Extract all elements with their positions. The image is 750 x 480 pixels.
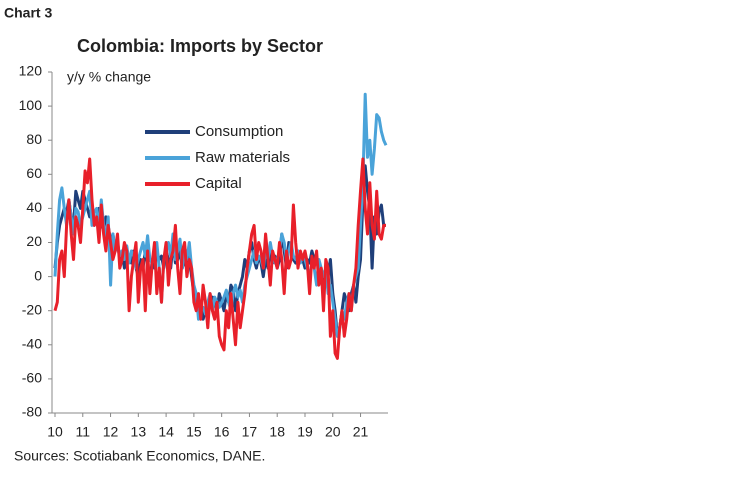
legend-label: Capital xyxy=(195,175,242,192)
y-tick-label: 20 xyxy=(26,233,42,249)
x-tick-label: 11 xyxy=(76,424,91,440)
x-tick-label: 20 xyxy=(325,424,341,440)
y-tick-label: -40 xyxy=(22,336,42,352)
x-tick-label: 10 xyxy=(47,424,63,440)
x-tick-label: 14 xyxy=(158,424,174,440)
x-tick-label: 12 xyxy=(103,424,119,440)
y-tick-label: -80 xyxy=(22,404,42,420)
y-tick-label: -60 xyxy=(22,370,42,386)
x-tick-label: 16 xyxy=(214,424,230,440)
x-tick-label: 15 xyxy=(186,424,202,440)
y-tick-label: 0 xyxy=(34,267,42,283)
y-tick-label: 40 xyxy=(26,199,42,215)
legend-label: Consumption xyxy=(195,123,283,140)
legend-label: Raw materials xyxy=(195,149,290,166)
x-tick-label: 18 xyxy=(269,424,285,440)
series-line xyxy=(53,157,386,360)
y-tick-label: 60 xyxy=(26,165,42,181)
x-tick-label: 21 xyxy=(353,424,369,440)
chart-title: Colombia: Imports by Sector xyxy=(77,36,323,56)
x-tick-label: 13 xyxy=(131,424,147,440)
x-tick-label: 19 xyxy=(297,424,313,440)
y-axis-label: y/y % change xyxy=(67,69,151,85)
x-tick-label: 17 xyxy=(242,424,258,440)
y-tick-label: 120 xyxy=(19,63,43,79)
y-tick-label: -20 xyxy=(22,301,42,317)
chart-label: Chart 3 xyxy=(4,5,52,21)
y-tick-label: 100 xyxy=(19,97,43,113)
y-tick-label: 80 xyxy=(26,131,42,147)
series-line xyxy=(53,92,388,338)
source: Sources: Scotiabank Economics, DANE. xyxy=(14,448,265,464)
